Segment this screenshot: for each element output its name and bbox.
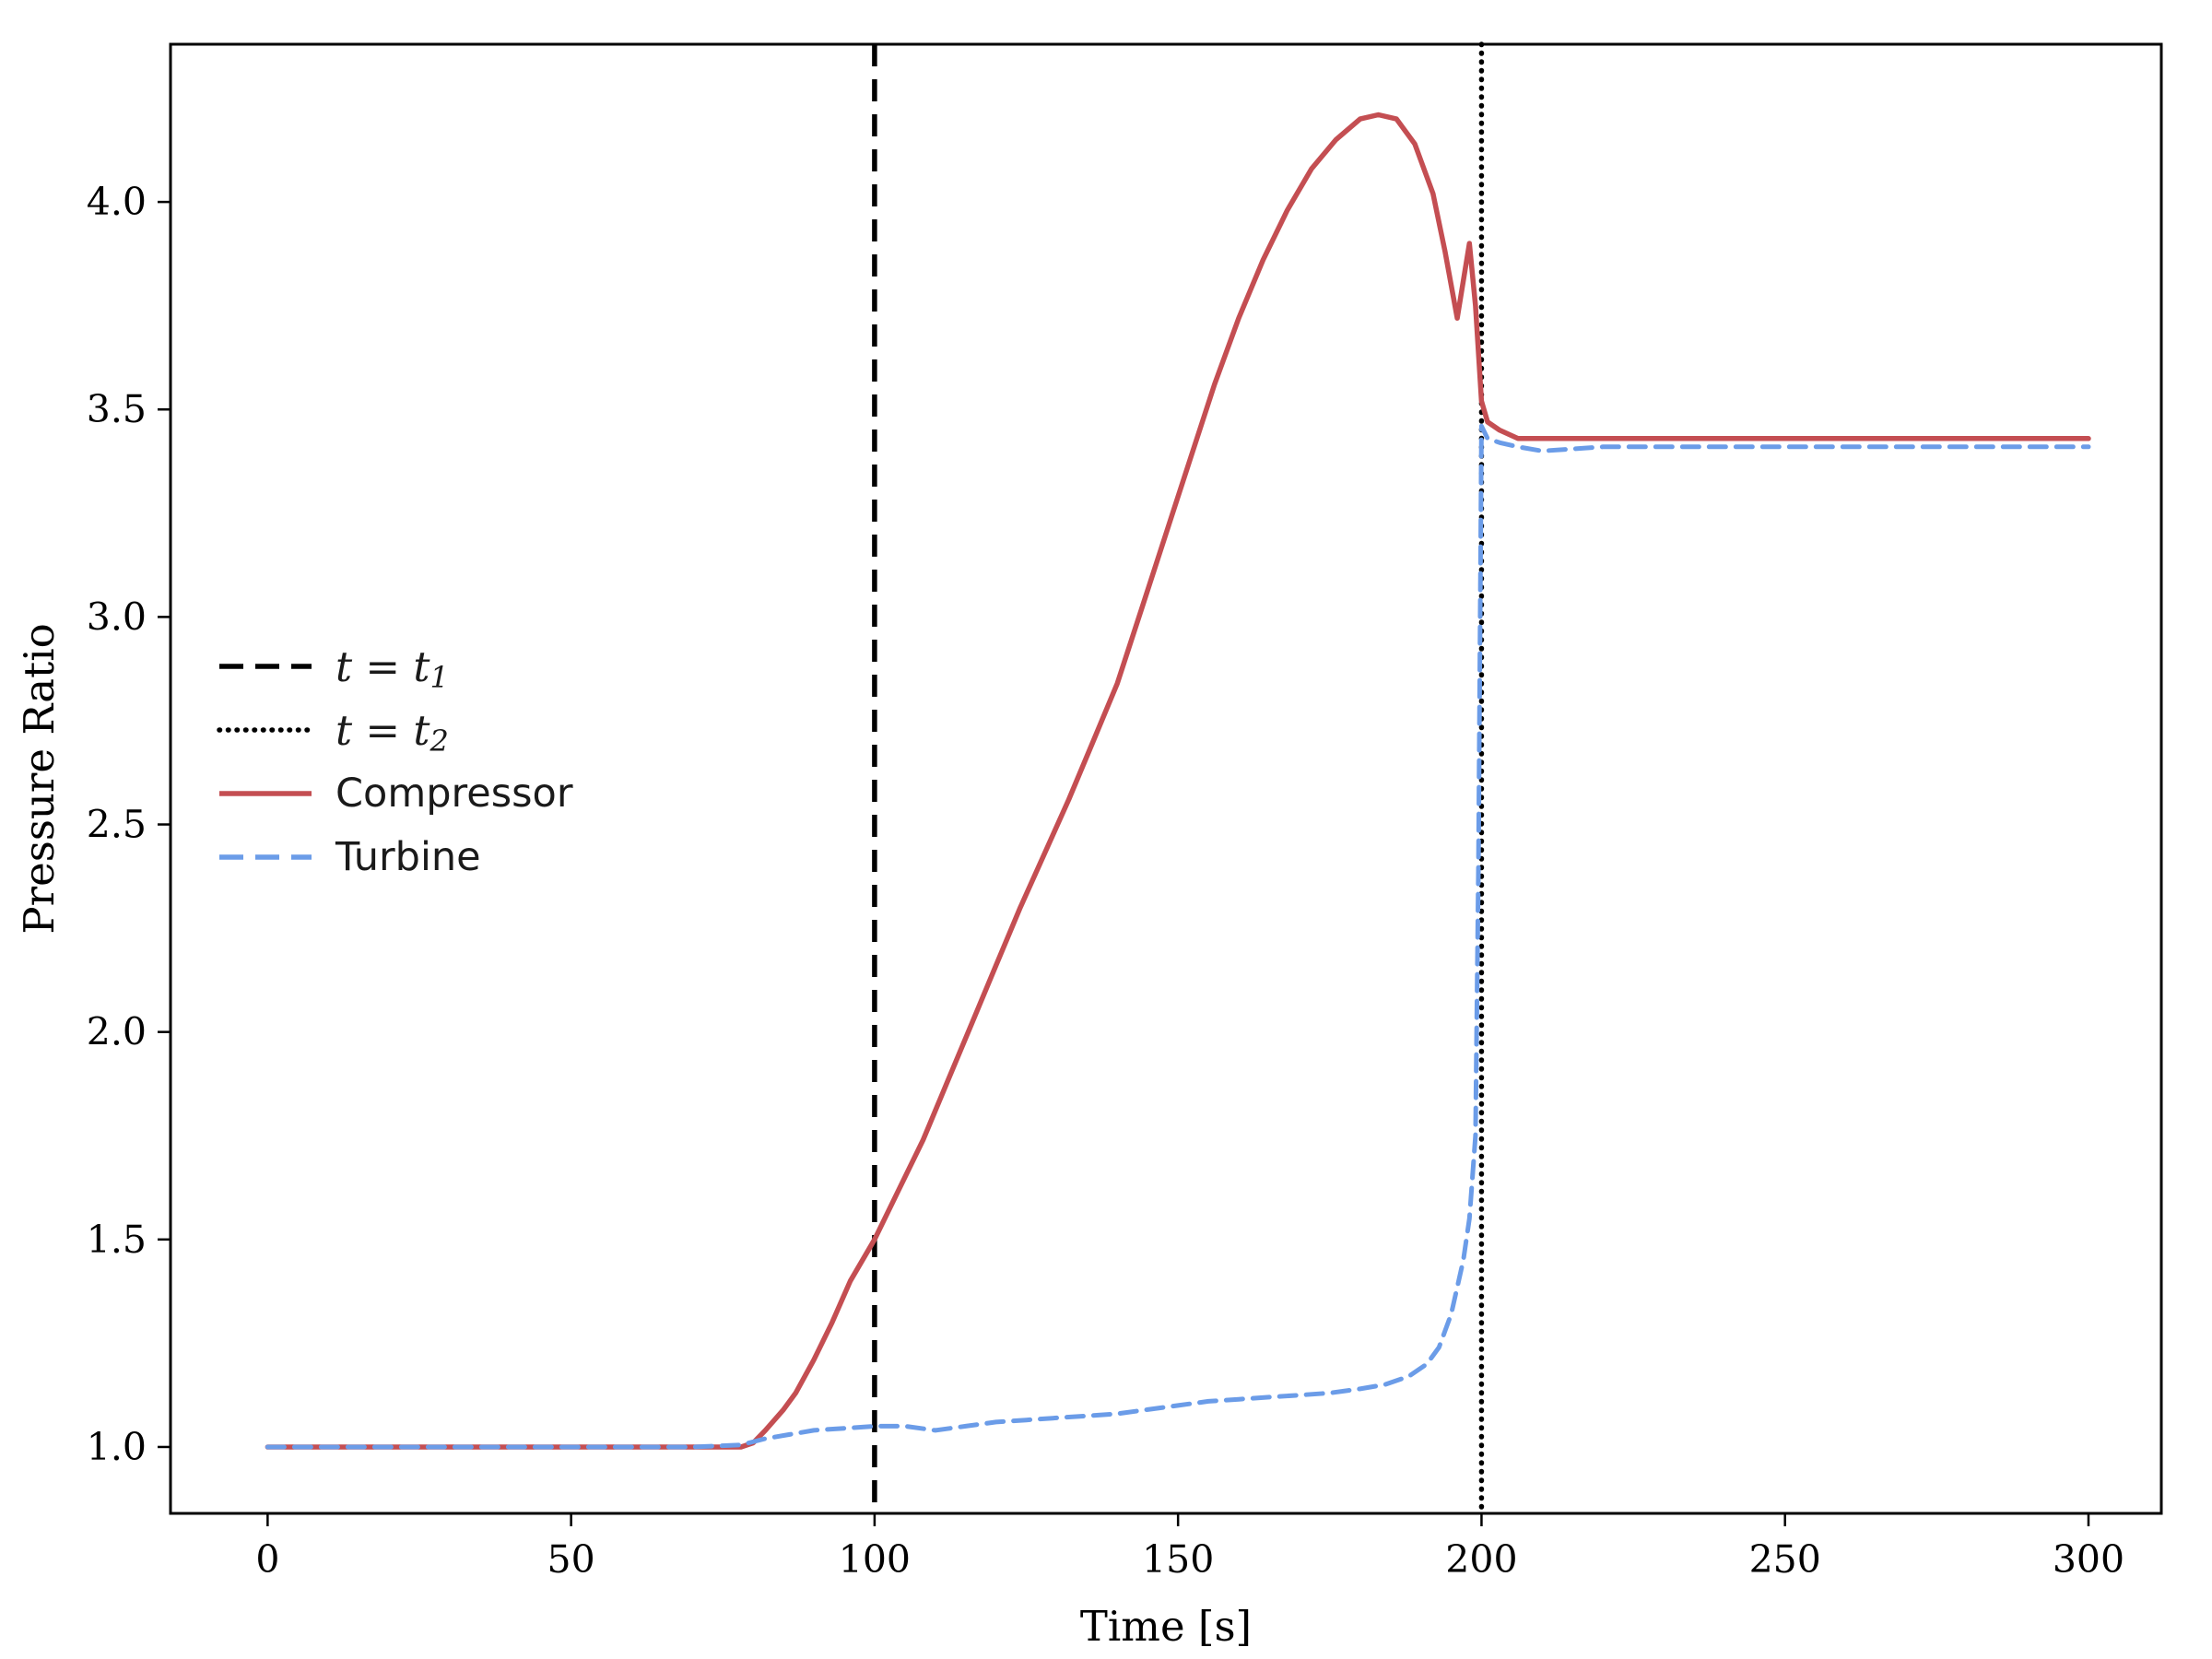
series-line-compressor [265, 112, 2091, 1450]
legend-label: Compressor [335, 771, 573, 817]
y-tick-label: 4.0 [87, 180, 147, 224]
legend-label: t = t1 [335, 642, 449, 696]
plot-border [169, 42, 2163, 1515]
y-axis-label: Pressure Ratio [15, 623, 64, 934]
x-axis-label: Time [s] [1080, 1602, 1252, 1651]
legend-label: t = t2 [335, 706, 449, 759]
series-line-turbine [265, 423, 2091, 1450]
x-tick-label: 50 [547, 1537, 595, 1582]
x-tick-label: 150 [1142, 1537, 1214, 1582]
y-tick-label: 1.0 [87, 1425, 147, 1469]
y-tick-label: 2.0 [87, 1010, 147, 1054]
x-tick-label: 200 [1445, 1537, 1517, 1582]
legend-label: Turbine [335, 834, 481, 880]
y-tick-label: 2.5 [87, 803, 147, 847]
x-tick-label: 100 [839, 1537, 911, 1582]
x-tick-label: 250 [1749, 1537, 1821, 1582]
y-tick-label: 3.0 [87, 594, 147, 639]
y-tick-label: 1.5 [87, 1218, 147, 1262]
x-tick-label: 0 [255, 1537, 279, 1582]
x-tick-label: 300 [2053, 1537, 2124, 1582]
y-tick-label: 3.5 [87, 387, 147, 431]
